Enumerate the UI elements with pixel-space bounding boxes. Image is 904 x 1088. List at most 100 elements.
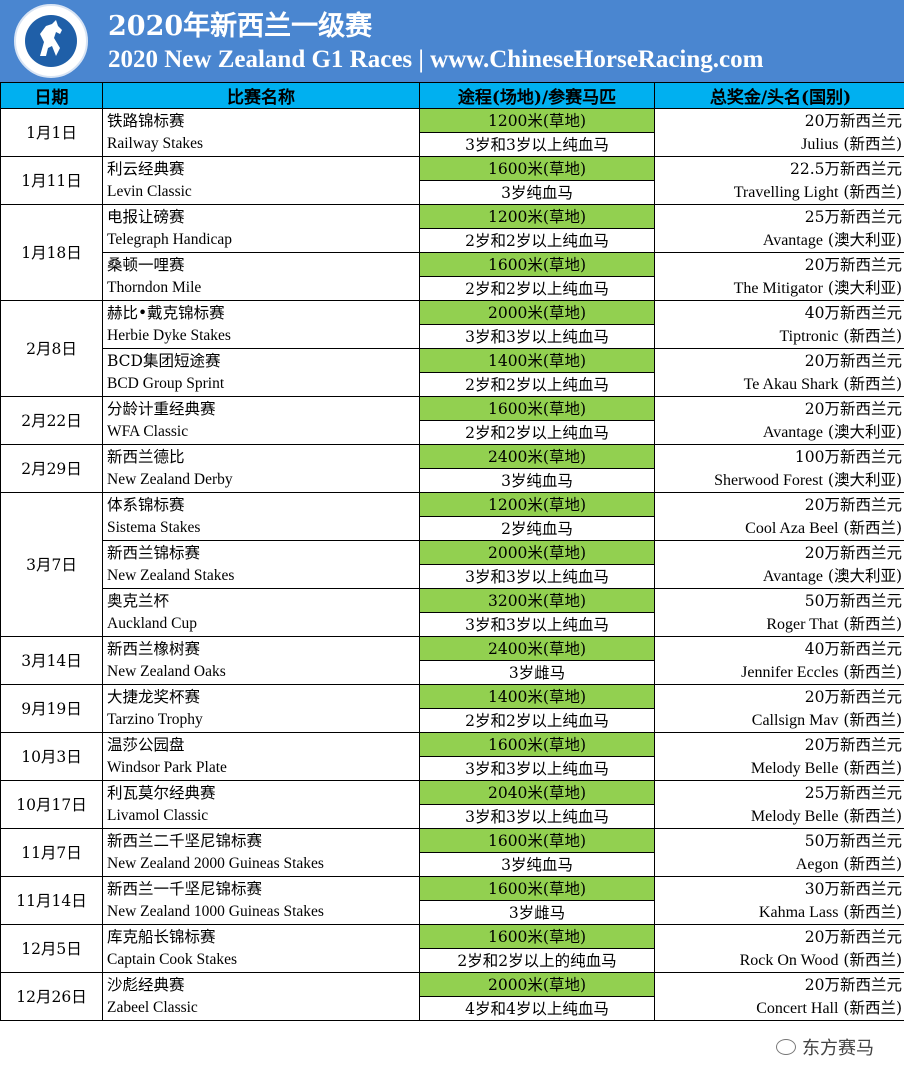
- race-prize: 22.5万新西兰元: [654, 156, 904, 181]
- race-date: 2月22日: [0, 396, 103, 445]
- race-name-en: Windsor Park Plate: [102, 756, 420, 781]
- table-row: Thorndon Mile 2岁和2岁以上纯血马 The Mitigator (澳大…: [1, 276, 904, 301]
- table-row: 12月26日 沙彪经典赛 2000米(草地) 20万新西兰元: [0, 972, 904, 1021]
- race-name-en: Telegraph Handicap: [102, 228, 420, 253]
- table-row: New Zealand 1000 Guineas Stakes 3岁雌马 Kahma…: [1, 900, 904, 925]
- race-name-cn: 库克船长锦标赛: [102, 924, 420, 949]
- race-name-cn: 新西兰二千坚尼锦标赛: [102, 828, 420, 853]
- race-distance: 2400米(草地): [419, 636, 655, 661]
- race-prize: 20万新西兰元: [654, 924, 904, 949]
- race-eligibility: 4岁和4岁以上纯血马: [419, 996, 655, 1021]
- race-name-en: Railway Stakes: [102, 132, 420, 157]
- race-winner-country: (澳大利亚): [827, 278, 902, 297]
- race-winner-cell: Melody Belle (新西兰): [654, 804, 904, 829]
- race-distance: 1600米(草地): [419, 924, 655, 949]
- table-row: Telegraph Handicap 2岁和2岁以上纯血马 Avantage (澳大…: [1, 228, 904, 253]
- race-distance: 2040米(草地): [419, 780, 655, 805]
- race-winner: Sherwood Forest: [714, 471, 823, 489]
- race-date: 3月7日: [0, 492, 103, 637]
- race-winner: Tiptronic: [779, 327, 839, 345]
- race-eligibility: 3岁和3岁以上纯血马: [419, 612, 655, 637]
- race-winner-cell: Callsign Mav (新西兰): [654, 708, 904, 733]
- race-name-en: BCD Group Sprint: [102, 372, 420, 397]
- race-prize: 20万新西兰元: [654, 252, 904, 277]
- table-row: Railway Stakes 3岁和3岁以上纯血马 Julius (新西兰): [1, 132, 904, 157]
- race-eligibility: 2岁和2岁以上纯血马: [419, 228, 655, 253]
- race-winner-country: (新西兰): [843, 182, 902, 201]
- race-winner-country: (新西兰): [843, 998, 902, 1017]
- race-eligibility: 3岁纯血马: [419, 180, 655, 205]
- race-date: 9月19日: [0, 684, 103, 733]
- table-row: Livamol Classic 3岁和3岁以上纯血马 Melody Belle (新…: [1, 804, 904, 829]
- race-winner-cell: Avantage (澳大利亚): [654, 564, 904, 589]
- race-winner-cell: Concert Hall (新西兰): [654, 996, 904, 1021]
- race-winner-cell: Avantage (澳大利亚): [654, 228, 904, 253]
- race-date: 10月3日: [0, 732, 103, 781]
- race-winner: Melody Belle: [750, 759, 839, 777]
- race-name-cn: 利瓦莫尔经典赛: [102, 780, 420, 805]
- race-winner-country: (新西兰): [843, 950, 902, 969]
- race-winner-cell: Tiptronic (新西兰): [654, 324, 904, 349]
- table-row: 1月18日 电报让磅赛 1200米(草地) 25万新西兰元: [0, 204, 904, 301]
- race-winner: Cool Aza Beel: [745, 519, 839, 537]
- race-winner: Kahma Lass: [758, 903, 839, 921]
- race-eligibility: 2岁和2岁以上纯血马: [419, 276, 655, 301]
- table-row: 新西兰锦标赛 2000米(草地) 20万新西兰元: [1, 540, 904, 565]
- race-distance: 1600米(草地): [419, 156, 655, 181]
- race-date: 1月18日: [0, 204, 103, 301]
- race-date: 2月8日: [0, 300, 103, 397]
- race-eligibility: 3岁和3岁以上纯血马: [419, 756, 655, 781]
- race-date: 1月11日: [0, 156, 103, 205]
- race-eligibility: 3岁纯血马: [419, 468, 655, 493]
- race-name-cn: 新西兰一千坚尼锦标赛: [102, 876, 420, 901]
- table-row: Tarzino Trophy 2岁和2岁以上纯血马 Callsign Mav (新西…: [1, 708, 904, 733]
- table-row: 奥克兰杯 3200米(草地) 50万新西兰元: [1, 588, 904, 613]
- page-title-en: 2020 New Zealand G1 Races | www.ChineseH…: [108, 46, 764, 73]
- race-distance: 1200米(草地): [419, 108, 655, 133]
- race-winner-cell: Cool Aza Beel (新西兰): [654, 516, 904, 541]
- race-winner: Concert Hall: [756, 999, 839, 1017]
- race-winner: Aegon: [795, 855, 839, 873]
- race-distance: 2000米(草地): [419, 972, 655, 997]
- race-prize: 20万新西兰元: [654, 492, 904, 517]
- race-name-cn: 新西兰德比: [102, 444, 420, 469]
- race-eligibility: 3岁和3岁以上纯血马: [419, 324, 655, 349]
- race-winner-cell: Avantage (澳大利亚): [654, 420, 904, 445]
- race-winner: Avantage: [762, 231, 823, 249]
- race-prize: 20万新西兰元: [654, 108, 904, 133]
- race-date: 2月29日: [0, 444, 103, 493]
- table-row: 12月5日 库克船长锦标赛 1600米(草地) 20万新西兰元: [0, 924, 904, 973]
- race-winner-country: (新西兰): [843, 134, 902, 153]
- page-title-cn: 2020年新西兰一级赛: [108, 11, 373, 42]
- race-prize: 40万新西兰元: [654, 300, 904, 325]
- race-winner-country: (新西兰): [843, 374, 902, 393]
- race-name-en: New Zealand 1000 Guineas Stakes: [102, 900, 420, 925]
- race-name-en: Sistema Stakes: [102, 516, 420, 541]
- table-row: 3月7日 体系锦标赛 1200米(草地) 20万新西兰元: [0, 492, 904, 637]
- table-row: BCD Group Sprint 2岁和2岁以上纯血马 Te Akau Shark …: [1, 372, 904, 397]
- race-name-cn: BCD集团短途赛: [102, 348, 420, 373]
- race-eligibility: 3岁和3岁以上纯血马: [419, 132, 655, 157]
- table-row: Windsor Park Plate 3岁和3岁以上纯血马 Melody Belle…: [1, 756, 904, 781]
- race-winner-country: (新西兰): [843, 902, 902, 921]
- race-eligibility: 2岁和2岁以上纯血马: [419, 708, 655, 733]
- race-winner: Te Akau Shark: [743, 375, 839, 393]
- race-winner-cell: Rock On Wood (新西兰): [654, 948, 904, 973]
- race-prize: 25万新西兰元: [654, 780, 904, 805]
- race-name-cn: 利云经典赛: [102, 156, 420, 181]
- race-eligibility: 3岁雌马: [419, 900, 655, 925]
- race-winner-cell: Julius (新西兰): [654, 132, 904, 157]
- race-distance: 2000米(草地): [419, 540, 655, 565]
- race-prize: 50万新西兰元: [654, 588, 904, 613]
- race-winner: The Mitigator: [733, 279, 823, 297]
- race-eligibility: 2岁和2岁以上的纯血马: [419, 948, 655, 973]
- table-row: Auckland Cup 3岁和3岁以上纯血马 Roger That (新西兰): [1, 612, 904, 637]
- races-table: 日期 比赛名称 途程(场地)/参赛马匹 总奖金/头名(国别) 1月1日 铁路锦标赛…: [0, 82, 904, 1021]
- race-name-cn: 沙彪经典赛: [102, 972, 420, 997]
- table-row: 2月22日 分龄计重经典赛 1600米(草地) 20万新西兰元: [0, 396, 904, 445]
- race-winner-cell: Travelling Light (新西兰): [654, 180, 904, 205]
- race-prize: 20万新西兰元: [654, 540, 904, 565]
- race-distance: 1600米(草地): [419, 252, 655, 277]
- race-name-en: New Zealand Stakes: [102, 564, 420, 589]
- watermark: 东方赛马: [776, 1034, 874, 1060]
